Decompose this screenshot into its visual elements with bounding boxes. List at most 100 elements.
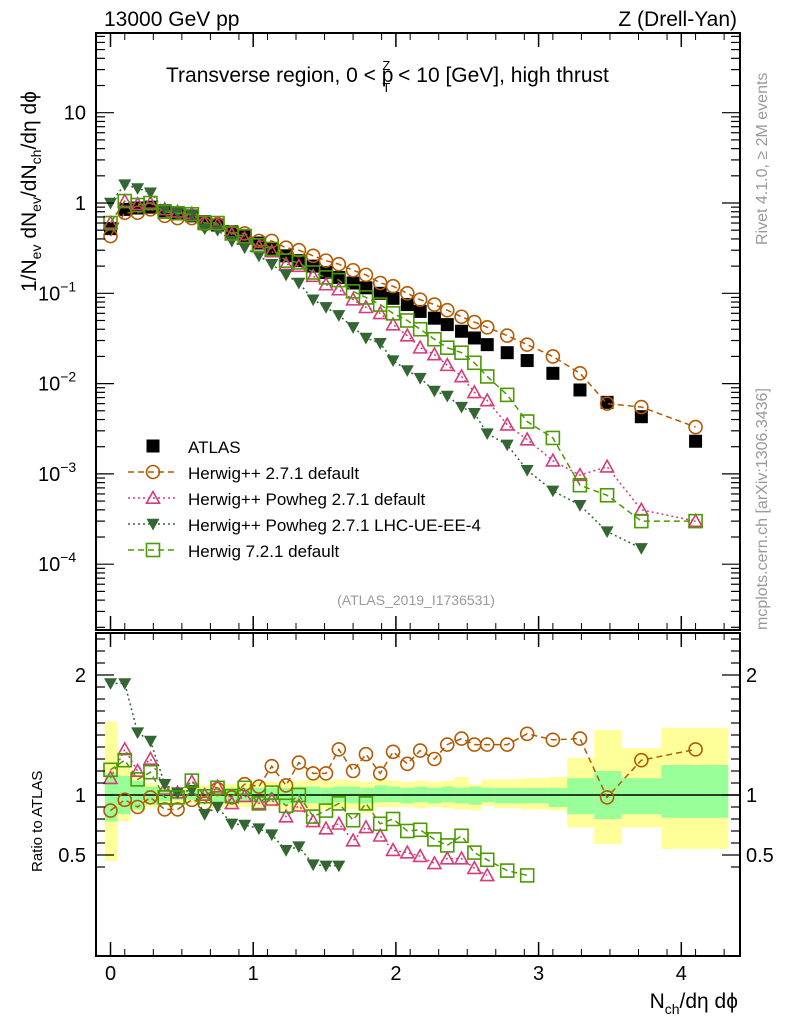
- data-point: [238, 230, 252, 244]
- y-tick-label: 10−2: [38, 369, 76, 396]
- data-point: [209, 778, 226, 793]
- legend-entry: Herwig++ Powheg 2.7.1 default: [128, 489, 425, 509]
- main-plot-frame: [95, 32, 741, 631]
- data-point: [412, 822, 428, 838]
- data-point: [372, 297, 388, 312]
- data-point: [104, 197, 117, 210]
- data-point: [278, 778, 294, 793]
- ratio-y-tick-label-left: 1: [75, 785, 86, 807]
- data-point: [479, 369, 495, 384]
- data-point: [454, 731, 469, 746]
- data-point: [198, 809, 212, 821]
- ratio-y-tick-label-left: 2: [75, 665, 86, 687]
- data-point: [500, 439, 514, 452]
- data-point: [427, 297, 442, 312]
- data-point: [251, 796, 267, 811]
- series-atlas: [104, 200, 703, 448]
- series-line-herwig-2-7-1-default: [110, 733, 696, 812]
- data-point: [358, 267, 374, 283]
- data-point: [252, 823, 266, 836]
- data-point: [688, 742, 703, 757]
- data-point: [467, 408, 481, 420]
- data-point: [500, 346, 514, 360]
- data-point: [385, 842, 401, 857]
- x-tick-label: 0: [105, 963, 116, 985]
- data-point: [572, 466, 588, 482]
- data-point: [238, 242, 252, 255]
- data-point: [453, 368, 470, 383]
- main-plot-axes: 10 1 10−1 10−2 10−3 10−4: [38, 33, 740, 630]
- legend-label: Herwig 7.2.1 default: [188, 542, 339, 561]
- data-point: [318, 820, 334, 835]
- data-point: [545, 349, 561, 364]
- legend-entry: Herwig++ 2.7.1 default: [128, 464, 359, 483]
- data-point: [688, 419, 703, 435]
- header-left-label: 13000 GeV pp: [104, 8, 239, 31]
- x-tick-label: 2: [390, 963, 401, 985]
- data-point: [170, 790, 185, 805]
- series-herwig-powheg-2-7-1-lhc-ue-ee-4: [104, 678, 346, 873]
- data-point: [118, 179, 132, 192]
- data-point: [103, 762, 118, 778]
- legend-marker: [146, 439, 160, 453]
- data-point: [479, 392, 496, 407]
- data-point: [345, 291, 361, 306]
- data-point: [480, 428, 494, 441]
- stat-band-bin: [548, 787, 568, 807]
- data-point: [143, 764, 158, 780]
- data-point: [332, 860, 346, 873]
- data-point: [143, 187, 157, 200]
- data-point: [292, 277, 306, 290]
- data-point: [467, 331, 481, 345]
- data-point: [331, 742, 347, 757]
- data-point: [427, 751, 442, 767]
- data-point: [345, 763, 361, 779]
- data-point: [372, 766, 388, 781]
- data-point: [319, 302, 333, 314]
- data-point: [499, 416, 516, 431]
- data-point: [103, 803, 118, 818]
- stat-band-bin: [374, 785, 388, 803]
- data-point: [479, 737, 495, 752]
- data-point: [306, 859, 320, 872]
- data-point: [412, 848, 429, 863]
- data-point: [386, 291, 400, 305]
- data-point: [573, 500, 587, 512]
- series-herwig-powheg-2-7-1-lhc-ue-ee-4: [104, 179, 648, 555]
- data-point: [279, 269, 293, 282]
- data-point: [439, 737, 455, 752]
- main-plot-title: Transverse region, 0 < pZ T < 10 [GeV], h…: [166, 58, 609, 95]
- data-point: [545, 452, 561, 467]
- series-line-herwig-powheg-2-7-1-default: [109, 200, 696, 522]
- data-point: [238, 819, 252, 832]
- ratio-y-tick-label-left: 0.5: [58, 845, 86, 867]
- data-point: [278, 808, 294, 823]
- data-point: [399, 327, 416, 342]
- data-point: [224, 788, 240, 804]
- data-point: [170, 802, 185, 817]
- data-point: [279, 845, 293, 857]
- data-point: [467, 845, 482, 860]
- data-point: [453, 850, 470, 865]
- data-point: [399, 844, 416, 859]
- x-tick-label: 1: [248, 963, 259, 985]
- data-point: [184, 206, 200, 222]
- series-herwig-7-2-1-default: [103, 752, 535, 883]
- data-point: [499, 387, 515, 403]
- data-point: [599, 396, 615, 411]
- data-point: [400, 298, 414, 312]
- data-point: [185, 785, 199, 797]
- data-point: [143, 790, 158, 805]
- data-point: [184, 773, 200, 788]
- data-point: [520, 464, 534, 477]
- y-tick-label: 10−1: [38, 278, 76, 305]
- data-point: [546, 485, 560, 498]
- data-point: [412, 339, 429, 354]
- data-point: [454, 345, 469, 360]
- data-point: [400, 285, 415, 301]
- data-point: [439, 838, 455, 853]
- data-point: [687, 512, 704, 528]
- data-point: [345, 832, 361, 847]
- data-point: [454, 828, 469, 844]
